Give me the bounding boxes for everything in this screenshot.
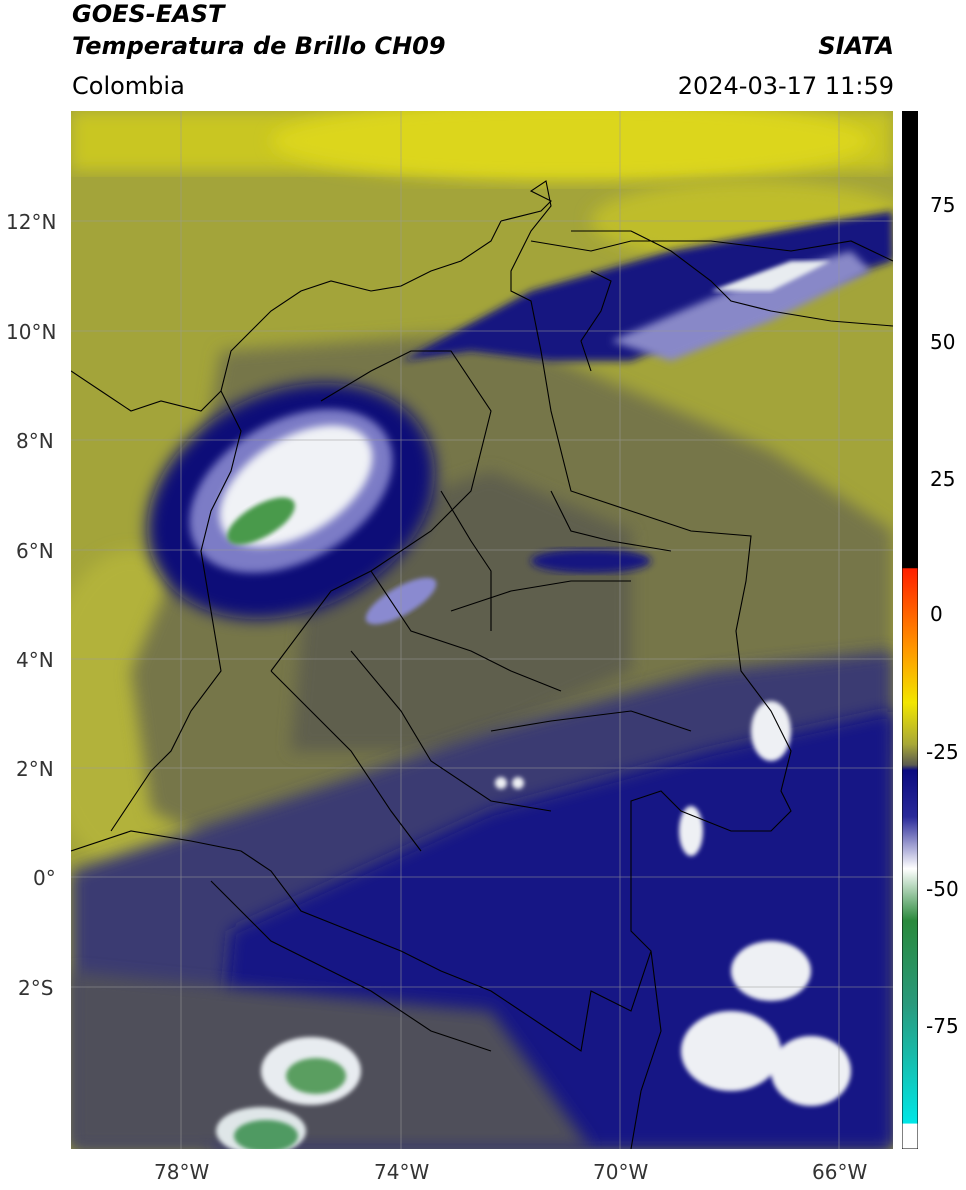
timestamp-label: 2024-03-17 11:59	[677, 72, 894, 100]
lat-label: 10°N	[6, 320, 57, 344]
colorbar-tick: 25	[930, 467, 956, 491]
satellite-title: GOES-EAST	[72, 0, 225, 28]
colorbar-tick: -50	[926, 877, 959, 901]
colorbar-tick: -25	[926, 740, 959, 764]
region-label: Colombia	[72, 72, 185, 100]
lat-label: 2°N	[16, 757, 54, 781]
lat-label: 0°	[33, 866, 56, 890]
lon-label: 70°W	[593, 1160, 649, 1184]
colorbar-tick: 50	[930, 330, 956, 354]
borders	[71, 180, 893, 1149]
graticule	[71, 111, 893, 1149]
satellite-map	[71, 111, 893, 1149]
lon-label: 78°W	[154, 1160, 210, 1184]
lat-label: 6°N	[16, 539, 54, 563]
lat-label: 4°N	[16, 648, 54, 672]
lon-label: 66°W	[812, 1160, 868, 1184]
brightness-temperature-field	[71, 111, 893, 1149]
colorbar-tick: 75	[930, 193, 956, 217]
lat-label: 8°N	[16, 429, 54, 453]
lat-label: 2°S	[18, 976, 54, 1000]
colorbar-tick: 0	[930, 602, 943, 626]
product-title: Temperatura de Brillo CH09	[72, 32, 446, 60]
colorbar	[902, 111, 918, 1149]
organization-label: SIATA	[818, 32, 894, 60]
colorbar-tick: -75	[926, 1014, 959, 1038]
lon-label: 74°W	[374, 1160, 430, 1184]
lat-label: 12°N	[6, 210, 57, 234]
